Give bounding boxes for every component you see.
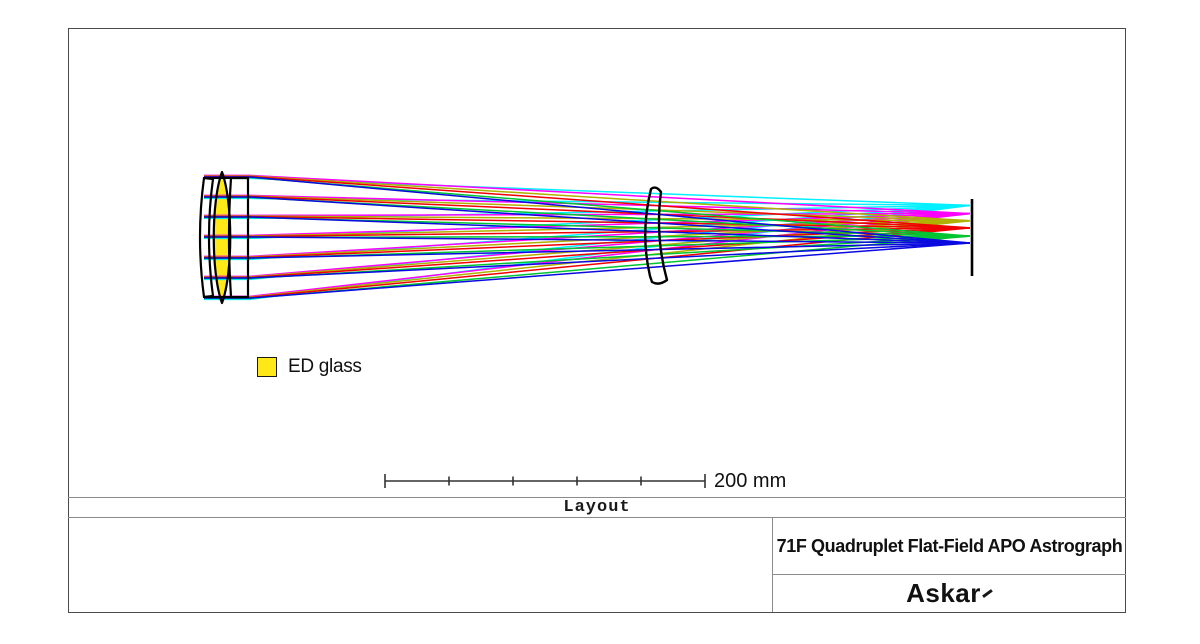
view-label: Layout [563, 498, 631, 517]
field-flattener-outline [644, 186, 669, 285]
layout-band-bottom-rule [68, 517, 1126, 519]
ray-blue [204, 236, 971, 244]
ray-cyan [204, 197, 971, 207]
layout-band-top-rule [68, 497, 1126, 499]
legend: ED glass [257, 356, 362, 378]
ed-glass-label: ED glass [288, 356, 362, 377]
ray-blue [204, 216, 971, 244]
brand-name: Askar [906, 578, 981, 608]
ray-cyan [204, 204, 971, 220]
ray-blue [204, 242, 971, 279]
ray-blue [204, 196, 971, 244]
drawing-title: 71F Quadruplet Flat-Field APO Astrograph [776, 535, 1123, 556]
scale-bar-label: 200 mm [714, 469, 787, 492]
title-block-left-rule [772, 517, 774, 612]
title-block-divider [772, 574, 1126, 576]
brand-logo: Askar [773, 575, 1126, 612]
brand-accent-mark [982, 588, 993, 599]
front-element-3-outline [227, 176, 250, 299]
ed-glass-swatch [257, 357, 277, 377]
ray-blue [204, 242, 971, 259]
